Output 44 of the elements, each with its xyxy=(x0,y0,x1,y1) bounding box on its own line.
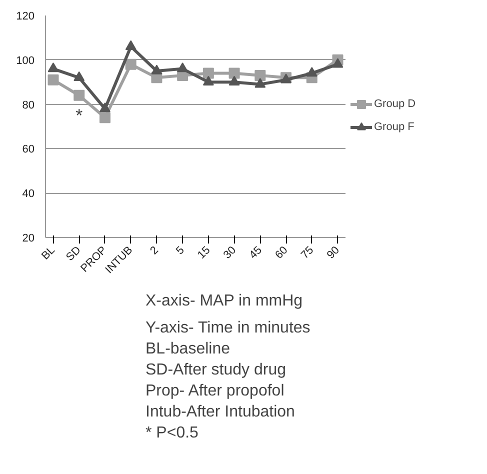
point xyxy=(228,76,240,86)
point xyxy=(99,112,110,124)
x-tick-label: 2 xyxy=(148,244,161,258)
point xyxy=(254,70,266,81)
legend-label: Group D xyxy=(374,98,416,110)
x-tick-label: BL xyxy=(40,244,58,262)
point xyxy=(99,102,110,112)
text: SD-After study drug xyxy=(146,362,286,378)
x-tick-label: 60 xyxy=(273,244,290,262)
point xyxy=(48,74,59,86)
point xyxy=(306,66,318,77)
x-tick-label: 5 xyxy=(174,244,187,258)
x-tick-label: 15 xyxy=(196,244,213,262)
point xyxy=(125,58,136,70)
point xyxy=(74,71,85,82)
text: BL-baseline xyxy=(146,340,230,358)
annotation: * xyxy=(76,105,83,126)
y-tick-label: 20 xyxy=(22,232,35,244)
point xyxy=(48,62,59,72)
point xyxy=(177,62,188,72)
x-tick-label: 30 xyxy=(221,244,239,262)
x-tick-label: 45 xyxy=(247,244,264,262)
point xyxy=(202,76,214,86)
x-tick-label: 75 xyxy=(298,244,316,262)
legend-label: Group F xyxy=(374,121,414,133)
point xyxy=(151,64,162,74)
point xyxy=(254,78,266,88)
text: Y-axis- Time in minutes xyxy=(146,320,310,336)
text: Prop- After propofol xyxy=(146,382,284,400)
point xyxy=(332,58,344,68)
y-tick-label: 100 xyxy=(16,54,35,67)
point xyxy=(228,68,240,79)
point xyxy=(74,90,85,101)
y-tick-label: 60 xyxy=(22,144,35,156)
y-tick-label: 120 xyxy=(16,10,35,22)
text: * P<0.5 xyxy=(146,424,199,442)
text: Intub-After Intubation xyxy=(146,404,295,420)
point xyxy=(202,68,214,79)
x-tick-label: SD xyxy=(64,244,84,264)
point xyxy=(125,40,136,50)
text: X-axis- MAP in mmHg xyxy=(146,292,303,310)
x-tick-label: 90 xyxy=(324,244,342,262)
y-tick-label: 80 xyxy=(22,99,35,112)
y-tick-label: 40 xyxy=(22,188,35,200)
